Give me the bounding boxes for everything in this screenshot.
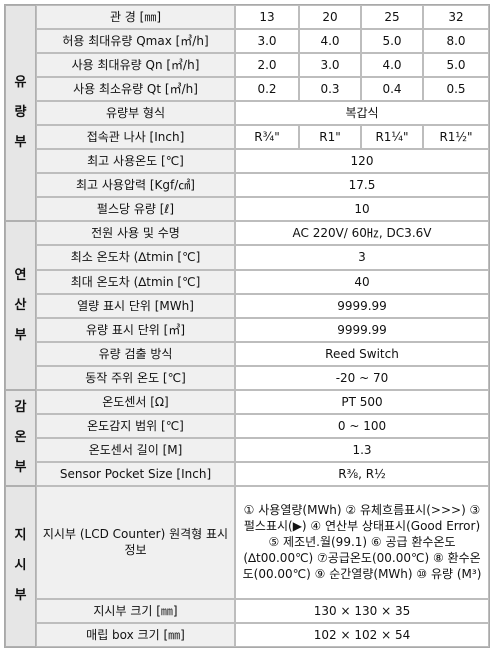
section-label-sensor: 감 온 부: [5, 389, 36, 486]
table-row: 지시부 크기 [㎜] 130 × 130 × 35: [5, 598, 489, 623]
display-info-value: ① 사용열량(MWh) ② 유체흐름표시(>>>) ③ 펄스표시(▶) ④ 연산…: [235, 485, 489, 599]
row-label: 지시부 크기 [㎜]: [36, 598, 235, 623]
row-label: 최대 온도차 (∆tmin [℃]: [36, 269, 235, 294]
row-label: Sensor Pocket Size [Inch]: [36, 461, 235, 486]
row-label: 접속관 나사 [Inch]: [36, 125, 235, 150]
cell-value: 20: [299, 5, 361, 30]
table-row: 최고 사용온도 [℃] 120: [5, 149, 489, 174]
cell-value: 0 ~ 100: [235, 413, 489, 438]
cell-value: 0.5: [423, 77, 489, 102]
row-label: 온도센서 [Ω]: [36, 389, 235, 414]
cell-value: 0.2: [235, 77, 299, 102]
row-label: 유량 표시 단위 [㎥]: [36, 317, 235, 342]
cell-value: 9999.99: [235, 317, 489, 342]
row-label: 허용 최대유량 Qmax [㎥/h]: [36, 29, 235, 54]
row-label: 유량부 형식: [36, 101, 235, 126]
row-label: 펄스당 유량 [ℓ]: [36, 197, 235, 222]
row-label: 지시부 (LCD Counter) 원격형 표시정보: [36, 485, 235, 599]
table-row: 최고 사용압력 [Kgf/㎠] 17.5: [5, 173, 489, 198]
cell-value: 5.0: [361, 29, 423, 54]
table-row: 지 시 부 지시부 (LCD Counter) 원격형 표시정보 ① 사용열량(…: [5, 485, 489, 647]
row-label: 최고 사용압력 [Kgf/㎠]: [36, 173, 235, 198]
table-row: 연 산 부 전원 사용 및 수명 AC 220V/ 60㎐, DC3.6V: [5, 221, 489, 390]
row-label: 열량 표시 단위 [MWh]: [36, 293, 235, 318]
cell-value: R1¼": [361, 125, 423, 150]
cell-value: 25: [361, 5, 423, 30]
section-label-compute: 연 산 부: [5, 221, 36, 390]
cell-value: R⅜, R½: [235, 461, 489, 486]
cell-value: -20 ~ 70: [235, 365, 489, 390]
table-row: 동작 주위 온도 [℃] -20 ~ 70: [5, 365, 489, 390]
spec-table: 유 량 부 관 경 [㎜] 13 20 25 32 허용 최대유량 Qmax […: [4, 4, 490, 648]
table-row: 열량 표시 단위 [MWh] 9999.99: [5, 293, 489, 318]
row-label: 온도감지 범위 [℃]: [36, 413, 235, 438]
cell-value: Reed Switch: [235, 341, 489, 366]
cell-value: 120: [235, 149, 489, 174]
row-label: 유량 검출 방식: [36, 341, 235, 366]
section-label-display: 지 시 부: [5, 485, 36, 647]
table-row: 유 량 부 관 경 [㎜] 13 20 25 32: [5, 5, 489, 222]
row-label: 최소 온도차 (∆tmin [℃]: [36, 245, 235, 270]
cell-value: AC 220V/ 60㎐, DC3.6V: [235, 221, 489, 246]
table-row: Sensor Pocket Size [Inch] R⅜, R½: [5, 461, 489, 486]
cell-value: 0.4: [361, 77, 423, 102]
table-row: 온도감지 범위 [℃] 0 ~ 100: [5, 413, 489, 438]
row-label: 온도센서 길이 [M]: [36, 437, 235, 462]
cell-value: 4.0: [299, 29, 361, 54]
cell-value: 130 × 130 × 35: [235, 598, 489, 623]
table-row: 감 온 부 온도센서 [Ω] PT 500: [5, 389, 489, 486]
table-row: 유량부 형식 복갑식: [5, 101, 489, 126]
cell-value: R1": [299, 125, 361, 150]
cell-value: 2.0: [235, 53, 299, 78]
cell-value: 10: [235, 197, 489, 222]
section-label-flow: 유 량 부: [5, 5, 36, 222]
table-row: 매립 box 크기 [㎜] 102 × 102 × 54: [5, 622, 489, 647]
table-row: 최소 온도차 (∆tmin [℃] 3: [5, 245, 489, 270]
cell-value: 32: [423, 5, 489, 30]
row-label: 동작 주위 온도 [℃]: [36, 365, 235, 390]
cell-value: 0.3: [299, 77, 361, 102]
table-row: 사용 최대유량 Qn [㎥/h] 2.0 3.0 4.0 5.0: [5, 53, 489, 78]
cell-value: 9999.99: [235, 293, 489, 318]
table-row: 유량 검출 방식 Reed Switch: [5, 341, 489, 366]
cell-value: 3.0: [299, 53, 361, 78]
row-label: 전원 사용 및 수명: [36, 221, 235, 246]
cell-value: 13: [235, 5, 299, 30]
row-label: 최고 사용온도 [℃]: [36, 149, 235, 174]
cell-value: R¾": [235, 125, 299, 150]
cell-value: 4.0: [361, 53, 423, 78]
cell-value: 3.0: [235, 29, 299, 54]
cell-value: 40: [235, 269, 489, 294]
table-row: 허용 최대유량 Qmax [㎥/h] 3.0 4.0 5.0 8.0: [5, 29, 489, 54]
row-label: 사용 최대유량 Qn [㎥/h]: [36, 53, 235, 78]
row-label: 매립 box 크기 [㎜]: [36, 622, 235, 647]
cell-value: 102 × 102 × 54: [235, 622, 489, 647]
table-row: 접속관 나사 [Inch] R¾" R1" R1¼" R1½": [5, 125, 489, 150]
table-row: 사용 최소유량 Qt [㎥/h] 0.2 0.3 0.4 0.5: [5, 77, 489, 102]
table-row: 최대 온도차 (∆tmin [℃] 40: [5, 269, 489, 294]
cell-value: 1.3: [235, 437, 489, 462]
table-row: 온도센서 길이 [M] 1.3: [5, 437, 489, 462]
cell-value: PT 500: [235, 389, 489, 414]
cell-value: 17.5: [235, 173, 489, 198]
cell-value: R1½": [423, 125, 489, 150]
cell-value: 8.0: [423, 29, 489, 54]
cell-value: 복갑식: [235, 101, 489, 126]
table-row: 유량 표시 단위 [㎥] 9999.99: [5, 317, 489, 342]
row-label: 관 경 [㎜]: [36, 5, 235, 30]
table-row: 펄스당 유량 [ℓ] 10: [5, 197, 489, 222]
row-label: 사용 최소유량 Qt [㎥/h]: [36, 77, 235, 102]
cell-value: 5.0: [423, 53, 489, 78]
cell-value: 3: [235, 245, 489, 270]
